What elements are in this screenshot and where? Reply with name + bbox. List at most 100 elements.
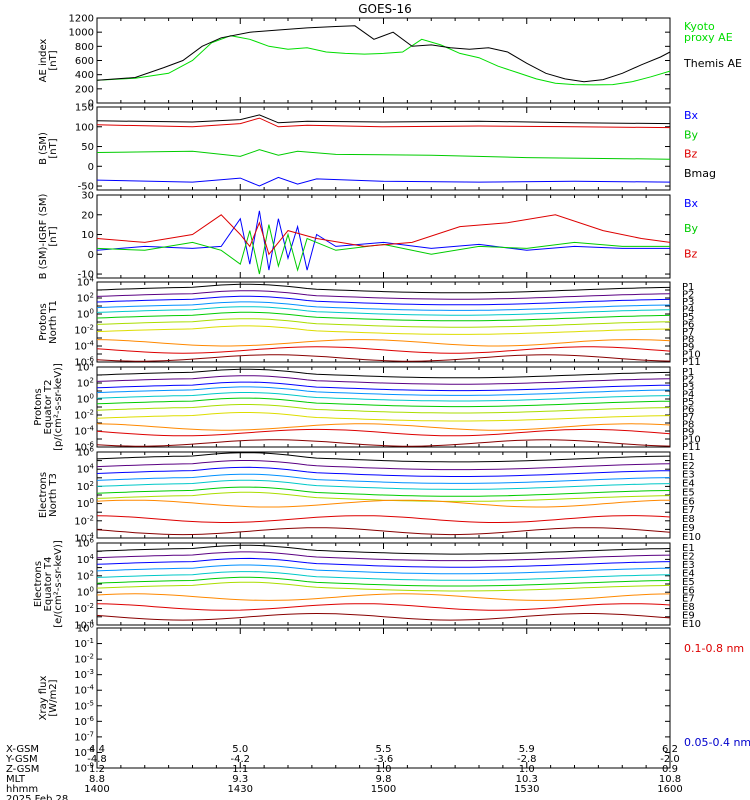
series-line-by (96, 149, 671, 160)
legend-entry: P7 (682, 327, 694, 338)
y-axis-label: Protons (38, 303, 49, 340)
series-line-e2 (96, 551, 671, 562)
legend-entry: E3 (682, 560, 695, 571)
y-tick-label: 30 (81, 191, 94, 202)
y-tick-label: 106 (77, 446, 95, 459)
y-axis-label: [nT] (48, 226, 59, 246)
y-tick-label: 10-9 (74, 762, 94, 775)
series-line-e8 (96, 593, 671, 601)
axis-tick-value-xgsm: 4.4 (89, 744, 105, 755)
y-tick-label: 10-1 (74, 637, 94, 650)
legend-entry: P11 (682, 442, 701, 453)
y-tick-label: 100 (77, 586, 94, 599)
legend-entry: P10 (682, 434, 701, 445)
date-label: 2025 Feb 28 (6, 794, 68, 800)
legend-entry: P10 (682, 349, 701, 360)
y-tick-label: 10-6 (74, 441, 94, 454)
y-tick-label: 0 (88, 99, 94, 110)
series-line-bmag (96, 114, 671, 125)
panel-frame-bsm (96, 106, 671, 191)
series-line-e8 (96, 499, 671, 508)
series-line-themis-ae (96, 25, 671, 83)
legend-entry: E9 (682, 523, 695, 534)
legend-entry: 0.05-0.4 nm (684, 736, 750, 749)
axis-tick-value-ygsm: -2.8 (517, 754, 537, 765)
legend-entry: P1 (682, 367, 694, 378)
legend-entry: E8 (682, 602, 695, 613)
y-axis-label: [nT] (48, 50, 59, 70)
legend-entry: E4 (682, 568, 695, 579)
y-axis-label: Electrons (33, 561, 44, 607)
y-axis-label: Electrons (38, 472, 49, 518)
y-axis-label: [nT] (48, 138, 59, 158)
legend-entry: P3 (682, 297, 694, 308)
legend-entry: By (684, 128, 699, 141)
y-axis-label: [W/m2] (48, 679, 59, 716)
series-line-by (96, 224, 670, 275)
series-line-p1 (96, 283, 671, 294)
y-tick-label: 104 (77, 361, 95, 374)
axis-tick-value-mlt: 9.8 (376, 774, 392, 785)
axis-tick-value-zgsm: 1.0 (376, 764, 392, 775)
legend-entry: E4 (682, 479, 695, 490)
y-tick-label: 102 (77, 569, 94, 582)
series-line-e3 (96, 557, 671, 568)
y-tick-label: 10-2 (74, 514, 94, 527)
legend-entry: P2 (682, 374, 694, 385)
y-axis-label: B (SM) (38, 132, 49, 165)
legend-entry: E2 (682, 551, 695, 562)
legend-entry: P2 (682, 289, 694, 300)
series-line-p7 (96, 404, 671, 414)
axis-tick-value-hhmm: 1400 (84, 784, 109, 795)
legend-entry: P4 (682, 304, 694, 315)
series-line-e6 (96, 486, 671, 497)
legend-entry: Bmag (684, 167, 716, 180)
axis-tick-value-xgsm: 5.5 (376, 744, 392, 755)
series-line-p1 (96, 368, 671, 379)
y-tick-label: 100 (77, 308, 94, 321)
legend-entry: P4 (682, 389, 694, 400)
y-tick-label: 104 (77, 463, 95, 476)
series-line-e10 (96, 612, 671, 621)
series-line-p4 (96, 386, 671, 396)
y-tick-label: -10 (78, 270, 94, 281)
series-line-kyoto-proxy-ae (96, 35, 671, 86)
y-tick-label: 0 (88, 162, 94, 173)
legend-entry: P6 (682, 319, 694, 330)
axis-tick-value-mlt: 9.3 (232, 774, 248, 785)
series-line-p3 (96, 381, 671, 392)
y-axis-label: North T3 (48, 473, 59, 517)
y-tick-label: 102 (77, 377, 94, 390)
y-tick-label: 10-6 (74, 715, 94, 728)
axis-tick-value-ygsm: -4.2 (230, 754, 250, 765)
series-line-p5 (96, 306, 671, 316)
series-line-p6 (96, 311, 671, 322)
legend-entry: 0.1-0.8 nm (684, 642, 744, 655)
y-axis-label: B (SM)-IGRF (SM) (38, 194, 49, 280)
y-tick-label: 10-8 (74, 746, 94, 759)
y-tick-label: 800 (75, 42, 94, 53)
legend-entry: E7 (682, 594, 695, 605)
y-tick-label: 102 (77, 292, 94, 305)
series-line-e5 (96, 571, 671, 581)
legend-entry: Bz (684, 148, 698, 161)
axis-tick-value-ygsm: -4.8 (87, 754, 107, 765)
legend-entry: Kyoto proxy AE (684, 20, 733, 44)
legend-entry: E2 (682, 461, 695, 472)
y-tick-label: 20 (81, 210, 94, 221)
axis-tick-value-ygsm: -2.0 (660, 754, 680, 765)
axis-tick-value-hhmm: 1500 (371, 784, 396, 795)
axis-tick-value-xgsm: 6.2 (662, 744, 678, 755)
axis-row-label-y-gsm: Y-GSM (5, 754, 38, 765)
legend-entry: E3 (682, 470, 695, 481)
legend-entry: Themis AE (683, 57, 742, 70)
legend-entry: E10 (682, 532, 701, 543)
series-line-p9 (96, 339, 671, 347)
legend-entry: E6 (682, 585, 695, 596)
y-tick-label: 10-2 (74, 653, 94, 666)
legend-entry: E7 (682, 505, 695, 516)
legend-entry: E10 (682, 619, 701, 630)
axis-tick-value-mlt: 8.8 (89, 774, 105, 785)
series-line-p10 (96, 428, 671, 437)
